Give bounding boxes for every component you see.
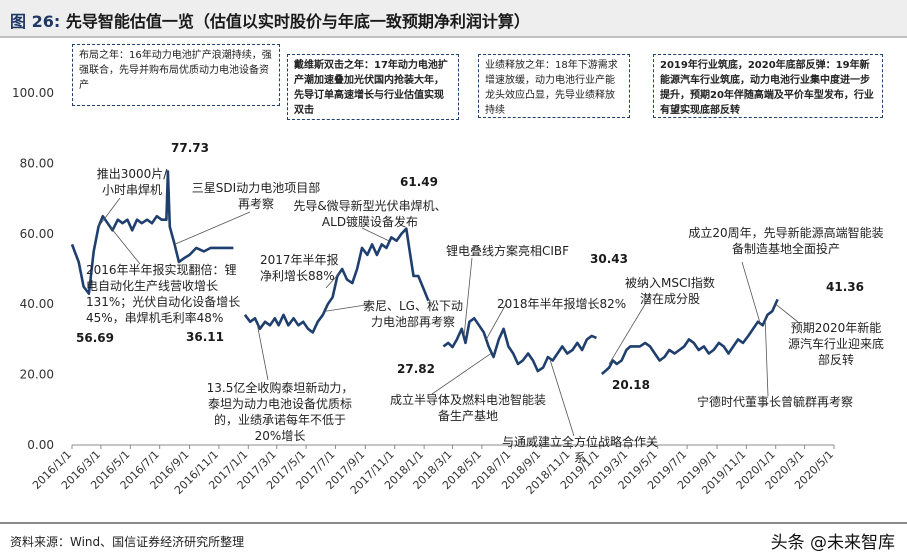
phase-box-2016-text: 布局之年：16年动力电池扩产浪潮持续，强强联合，先导并购布局优质动力电池设备资产 (79, 50, 272, 91)
phase-box-2018-text: 业绩释放之年：18年下游需求增速放缓，动力电池行业产能龙头效应凸显，先导业绩释放… (485, 60, 618, 116)
phase-box-2017: 戴维斯双击之年：17年动力电池扩产潮加速叠加光伏国内抢装大年，先导订单高速增长与… (287, 54, 459, 120)
annotation-ald-release: 先导&微导新型光伏串焊机、ALD镀膜设备发布 (293, 199, 447, 229)
annotation-leader-line (325, 272, 341, 289)
figure-title-text: 先导智能估值一览（估值以实时股价与年底一致预期净利润计算） (65, 12, 530, 31)
annotation-msci: 被纳入MSCI指数潜在成分股 (625, 276, 715, 306)
series-line-segment (70, 170, 234, 295)
annotation-leaders (98, 197, 799, 437)
annotation-leader-line (764, 318, 769, 397)
phase-box-2019: 2019年行业筑底，2020年底部反弹：19年新能源汽车行业筑底，动力电池行业集… (653, 54, 883, 118)
series-line-segment (243, 227, 430, 334)
y-axis: 0.00 20.00 40.00 60.00 80.00 100.00 (12, 86, 54, 452)
annotation-2017-interim: 2017年半年报净利增长88% (260, 253, 339, 283)
figure-footer: 资料来源：Wind、国信证券经济研究所整理 头条 @未来智库 (0, 522, 907, 558)
value-label-36-11: 36.11 (186, 330, 224, 344)
annotation-2020-outlook: 预期2020年新能源汽车行业迎来底部反转 (788, 321, 885, 367)
series-lines (70, 170, 779, 375)
source-note: 资料来源：Wind、国信证券经济研究所整理 (10, 535, 245, 549)
value-label-77-73: 77.73 (171, 141, 209, 155)
annotation-2016-interim: 2016年半年报实现翻倍：锂电自动化生产线营收增长131%；光伏自动化设备增长4… (86, 263, 241, 325)
annotation-sony-lg-visit: 索尼、LG、松下动力电池部再考察 (363, 299, 463, 329)
annotation-leader-line (431, 353, 492, 395)
annotation-tongwei-cooperation: 与通威建立全方位战略合作关系 (501, 435, 658, 465)
phase-box-2018: 业绩释放之年：18年下游需求增速放缓，动力电池行业产能龙头效应凸显，先导业绩释放… (478, 54, 630, 118)
annotation-leader-line (463, 257, 473, 336)
y-tick-label: 80.00 (20, 156, 54, 170)
annotation-leader-line (174, 211, 251, 245)
annotation-catl-visit: 宁德时代董事长曾毓群再考察 (696, 395, 853, 409)
value-label-56-69: 56.69 (76, 331, 114, 345)
annotation-leader-line (608, 295, 651, 365)
value-label-27-82: 27.82 (397, 362, 435, 376)
annotation-semiconductor-base: 成立半导体及燃料电池智能装备生产基地 (389, 393, 546, 423)
valuation-line-chart: 0.00 20.00 40.00 60.00 80.00 100.00 2016/1/12… (12, 86, 836, 497)
x-axis: 2016/1/12016/3/12016/5/12016/7/12016/9/1… (30, 444, 836, 497)
value-label-20-18: 20.18 (612, 378, 650, 392)
annotation-titan-acquisition: 13.5亿全收购泰坦新动力，泰坦为动力电池设备优质标的，业绩承诺每年不低于20%… (206, 381, 354, 443)
annotation-leader-line (325, 303, 373, 312)
value-label-41-36: 41.36 (826, 280, 864, 294)
y-tick-label: 20.00 (20, 368, 54, 382)
figure-title: 图 26: 先导智能估值一览（估值以实时股价与年底一致预期净利润计算） (10, 8, 530, 32)
annotation-leader-line (109, 226, 141, 265)
annotation-20th-anniversary: 成立20周年，先导新能源高端智能装备制造基地全面投产 (688, 226, 884, 256)
annotation-leader-line (775, 303, 799, 323)
value-label-30-43: 30.43 (590, 252, 628, 266)
annotation-leader-line (98, 197, 121, 227)
y-tick-label: 100.00 (12, 86, 54, 100)
annotation-leader-line (257, 325, 269, 381)
annotation-leader-line (741, 261, 762, 326)
phase-box-2017-text: 戴维斯双击之年：17年动力电池扩产潮加速叠加光伏国内抢装大年，先导订单高速增长与… (294, 60, 448, 116)
value-label-61-49: 61.49 (400, 175, 438, 189)
figure-header: 图 26: 先导智能估值一览（估值以实时股价与年底一致预期净利润计算） (0, 0, 907, 38)
annotation-leader-line (485, 303, 507, 340)
annotation-leader-line (549, 360, 575, 437)
phase-box-2019-text: 2019年行业筑底，2020年底部反弹：19年新能源汽车行业筑底，动力电池行业集… (660, 60, 874, 116)
series-line-segment (442, 316, 598, 373)
annotation-leader-line (361, 227, 390, 242)
phase-box-2016: 布局之年：16年动力电池扩产浪潮持续，强强联合，先导并购布局优质动力电池设备资产 (72, 44, 280, 106)
watermark: 头条 @未来智库 (770, 533, 895, 553)
y-tick-label: 60.00 (20, 227, 54, 241)
y-tick-label: 40.00 (20, 297, 54, 311)
figure-number: 图 26: (10, 12, 61, 31)
annotation-samsung-visit: 三星SDI动力电池项目部再考察 (191, 181, 321, 211)
annotation-stringer-launch: 推出3000片/小时串焊机 (96, 167, 168, 197)
annotation-2018-interim: 2018年半年报增长82% (497, 297, 627, 311)
series-line-segment (600, 298, 779, 375)
annotation-cibf: 锂电叠线方案亮相CIBF (446, 244, 570, 258)
y-tick-label: 0.00 (27, 438, 54, 452)
